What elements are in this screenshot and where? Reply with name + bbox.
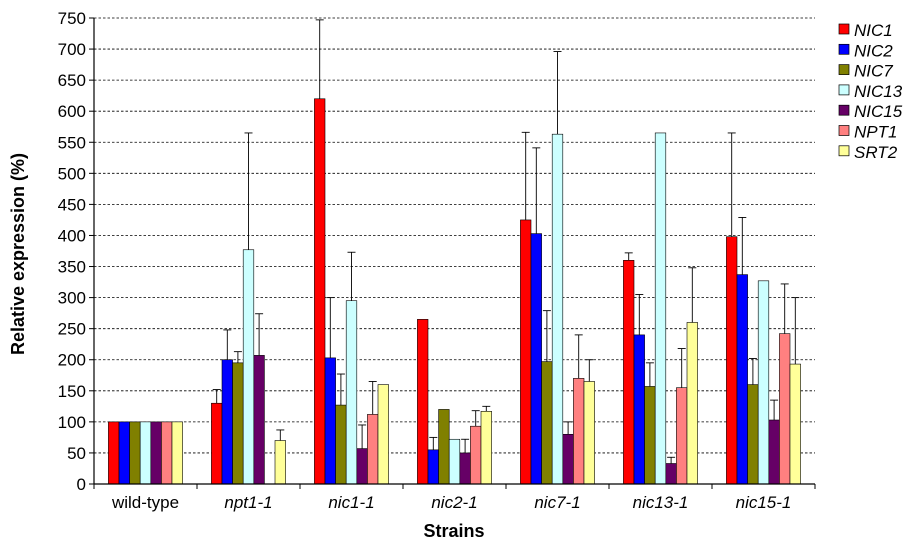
y-tick-label: 600 bbox=[58, 102, 86, 121]
bar-nic2-nic2-1 bbox=[427, 449, 439, 485]
legend-swatch-nic13 bbox=[838, 84, 850, 96]
axes bbox=[93, 18, 816, 489]
bar-nic1-nic7-1 bbox=[520, 219, 532, 485]
bar-npt1-wild-type bbox=[161, 421, 173, 485]
bar-nic15-nic7-1 bbox=[562, 433, 574, 485]
legend-swatch-nic15 bbox=[838, 104, 850, 116]
bar-npt1-nic1-1 bbox=[367, 414, 379, 485]
bar-nic1-nic15-1 bbox=[726, 236, 738, 485]
bar-nic15-nic13-1 bbox=[665, 463, 677, 485]
bar-nic1-nic2-1 bbox=[417, 319, 429, 485]
y-tick-label: 150 bbox=[58, 382, 86, 401]
bar-nic2-nic15-1 bbox=[736, 274, 748, 485]
legend-swatch-nic1 bbox=[838, 23, 850, 35]
bar-srt2-nic13-1 bbox=[686, 322, 698, 485]
bars bbox=[108, 98, 801, 485]
legend-swatch-srt2 bbox=[838, 145, 850, 157]
x-axis-title: Strains bbox=[423, 521, 484, 541]
bar-nic1-nic13-1 bbox=[623, 260, 635, 485]
bar-nic15-wild-type bbox=[150, 421, 162, 485]
y-tick-label: 350 bbox=[58, 258, 86, 277]
legend-swatch-nic7 bbox=[838, 64, 850, 75]
y-tick-label: 400 bbox=[58, 226, 86, 245]
legend-label-srt2: SRT2 bbox=[854, 143, 898, 162]
bar-npt1-nic15-1 bbox=[779, 333, 791, 485]
x-tick-label: nic1-1 bbox=[328, 493, 374, 512]
y-tick-label: 550 bbox=[58, 133, 86, 152]
bar-nic7-nic13-1 bbox=[644, 386, 656, 485]
bar-npt1-nic2-1 bbox=[470, 425, 482, 485]
x-tick-label: nic2-1 bbox=[431, 493, 477, 512]
bar-nic13-npt1-1 bbox=[242, 249, 255, 485]
grid-lines bbox=[89, 17, 815, 485]
bar-srt2-nic1-1 bbox=[377, 384, 389, 485]
legend-label-npt1: NPT1 bbox=[854, 123, 897, 142]
bar-nic15-nic15-1 bbox=[768, 419, 780, 485]
x-tick-labels: wild-type npt1-1 nic1-1 nic2-1 nic7-1 nic13-1… bbox=[111, 493, 791, 512]
y-tick-label: 0 bbox=[77, 475, 86, 494]
legend-swatch-nic2 bbox=[838, 43, 850, 55]
y-tick-label: 300 bbox=[58, 289, 86, 308]
bar-nic7-nic15-1 bbox=[747, 384, 759, 485]
bar-nic2-nic1-1 bbox=[324, 357, 336, 485]
y-tick-label: 200 bbox=[58, 351, 86, 370]
y-axis-title: Relative expression (%) bbox=[8, 153, 28, 355]
bar-srt2-npt1-1 bbox=[274, 440, 286, 485]
y-tick-label: 700 bbox=[58, 40, 86, 59]
bar-nic13-nic1-1 bbox=[345, 300, 358, 485]
y-tick-label: 50 bbox=[67, 444, 86, 463]
bar-nic13-nic7-1 bbox=[551, 133, 564, 485]
bar-nic7-nic2-1 bbox=[438, 409, 450, 485]
bar-nic7-nic1-1 bbox=[335, 404, 347, 485]
y-tick-labels: 0 50 100 150 200 250 300 350 400 450 500 550 600 650 7… bbox=[58, 9, 86, 494]
bar-srt2-nic15-1 bbox=[789, 363, 801, 485]
bar-nic1-nic1-1 bbox=[314, 98, 326, 485]
legend-swatch-npt1 bbox=[838, 125, 850, 136]
bar-nic2-nic7-1 bbox=[530, 233, 542, 485]
bar-nic1-npt1-1 bbox=[211, 402, 223, 485]
x-tick-label: nic7-1 bbox=[534, 493, 580, 512]
bar-nic15-nic2-1 bbox=[459, 452, 471, 485]
x-tick-label: nic13-1 bbox=[633, 493, 689, 512]
legend-label-nic15: NIC15 bbox=[854, 102, 903, 121]
x-tick-label: wild-type bbox=[111, 493, 179, 512]
y-tick-label: 500 bbox=[58, 164, 86, 183]
y-tick-label: 250 bbox=[58, 320, 86, 339]
legend-label-nic7: NIC7 bbox=[854, 62, 893, 81]
y-tick-label: 750 bbox=[58, 9, 86, 28]
bar-nic13-nic15-1 bbox=[757, 280, 770, 485]
legend-label-nic1: NIC1 bbox=[854, 21, 893, 40]
bar-nic15-nic1-1 bbox=[356, 448, 368, 485]
bar-nic2-npt1-1 bbox=[221, 359, 233, 485]
bar-nic2-nic13-1 bbox=[633, 334, 645, 485]
x-tick-label: nic15-1 bbox=[736, 493, 792, 512]
error-bars bbox=[212, 19, 800, 464]
bar-nic13-wild-type bbox=[139, 421, 152, 485]
bar-npt1-nic13-1 bbox=[676, 387, 688, 485]
bar-srt2-wild-type bbox=[171, 421, 183, 485]
x-tick-label: npt1-1 bbox=[224, 493, 272, 512]
bar-srt2-nic2-1 bbox=[480, 411, 492, 485]
bar-nic13-nic13-1 bbox=[654, 132, 667, 485]
bar-npt1-nic7-1 bbox=[573, 378, 585, 485]
bar-nic1-wild-type bbox=[108, 421, 120, 485]
legend-label-nic13: NIC13 bbox=[854, 82, 903, 101]
bar-srt2-nic7-1 bbox=[583, 381, 595, 485]
bar-nic13-nic2-1 bbox=[448, 438, 461, 485]
bar-nic2-wild-type bbox=[118, 421, 130, 485]
y-tick-label: 100 bbox=[58, 413, 86, 432]
bar-nic7-nic7-1 bbox=[541, 361, 553, 485]
y-tick-label: 650 bbox=[58, 71, 86, 90]
legend-label-nic2: NIC2 bbox=[854, 41, 893, 60]
bar-nic7-wild-type bbox=[129, 421, 141, 485]
bar-nic7-npt1-1 bbox=[232, 362, 244, 485]
y-tick-label: 450 bbox=[58, 195, 86, 214]
bar-nic15-npt1-1 bbox=[253, 355, 265, 485]
